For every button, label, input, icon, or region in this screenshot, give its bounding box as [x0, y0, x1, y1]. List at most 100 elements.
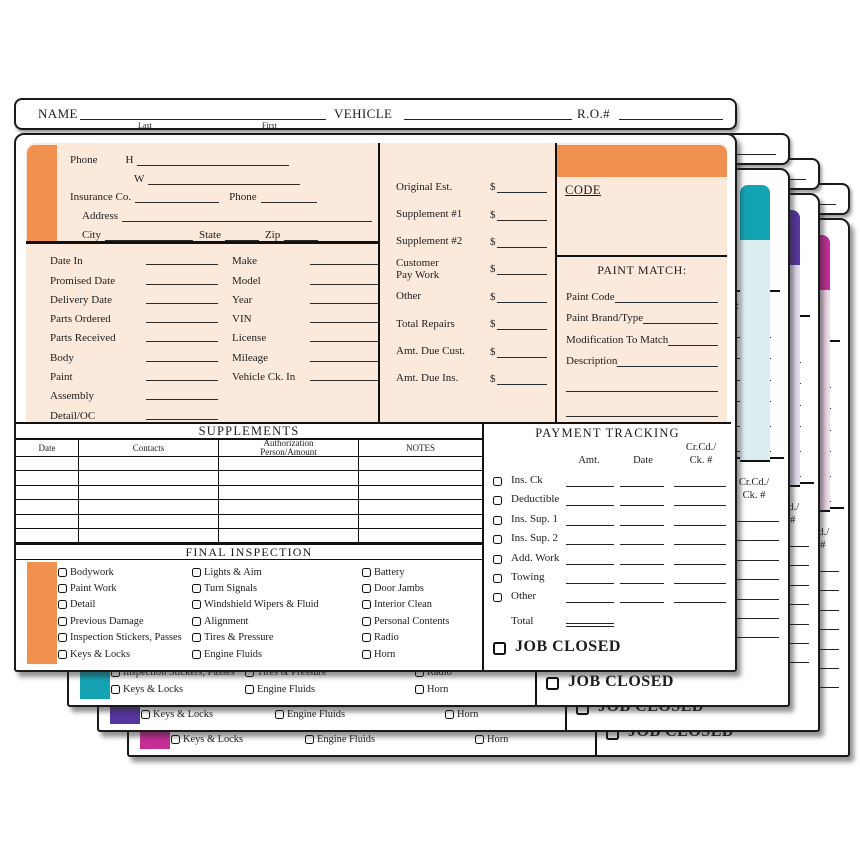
payment-tracking-section: PAYMENT TRACKING Cr.Cd./ Amt. Date Ck. #…: [482, 422, 731, 670]
checkbox: [493, 515, 502, 525]
supplements-cell: [359, 486, 482, 501]
inspection-item: Keys & Locks: [58, 646, 182, 662]
dollar-sign: $: [490, 208, 496, 221]
inspection-item-label: Radio: [374, 632, 399, 644]
check-number-line: [727, 521, 779, 522]
check-number-line: [674, 582, 726, 584]
name-label: NAME: [38, 106, 78, 121]
write-line: [496, 180, 547, 194]
header-line: Date: [38, 442, 56, 453]
estimates-section: Original Est.$Supplement #1$Supplement #…: [378, 143, 555, 422]
supplements-cell: [16, 485, 79, 501]
inspection-item-label: Engine Fluids: [287, 708, 346, 720]
write-line: [146, 349, 218, 362]
payment-row: Add. Work: [484, 551, 731, 570]
dollar-sign: $: [490, 235, 496, 248]
field-label-line: Supplement #1: [396, 208, 463, 221]
field-label: Supplement #2: [396, 235, 490, 247]
crcd-header-line2: Ck. #: [742, 490, 766, 501]
payment-item-label: Other: [511, 590, 537, 603]
inspection-item-label: Inspection Stickers, Passes: [123, 667, 235, 679]
field-label: Model: [232, 274, 261, 287]
field-label: Make: [232, 255, 258, 268]
phone-row: Phone H: [70, 147, 372, 166]
inspection-item-label: Engine Fluids: [257, 683, 316, 695]
amount-field: $: [490, 290, 547, 303]
home-label: H: [125, 153, 134, 166]
checkbox: [493, 593, 502, 603]
check-number-line: [674, 486, 726, 487]
check-number-line: [727, 579, 779, 581]
total-label: Total: [511, 615, 534, 627]
amount-line: [566, 486, 614, 487]
date-line: [620, 486, 664, 487]
edge-stripe-tint: [740, 240, 770, 462]
checkbox: [58, 584, 67, 594]
code-title: CODE: [565, 183, 602, 197]
supplements-cell: [16, 528, 79, 544]
paint-match-fields: Paint Code Paint Brand/Type Modification T…: [566, 281, 718, 417]
dollar-sign: $: [490, 290, 496, 303]
payment-rows: Ins. Ck Deductible Ins. Sup. 1 Ins. Sup. 2 A…: [484, 473, 731, 609]
work-phone-line: [148, 172, 301, 185]
payment-row: Ins. Sup. 2: [484, 531, 731, 550]
estimate-field: Total Repairs $: [380, 310, 555, 337]
city-line: [104, 228, 193, 241]
checkbox: [362, 633, 371, 643]
schedule-field: Assembly: [50, 383, 218, 402]
check-number-line: [727, 617, 779, 619]
supplements-cell: [359, 471, 482, 486]
inspection-item-label: Keys & Locks: [183, 733, 244, 745]
date-line: [620, 505, 664, 507]
write-line: [496, 372, 547, 385]
supplements-cell: [359, 515, 482, 529]
inspection-item: Horn: [362, 646, 449, 662]
inspection-item-label: Alignment: [204, 615, 249, 627]
supplements-cell: [16, 471, 79, 486]
inspection-item-label: Engine Fluids: [204, 648, 263, 660]
supplements-cell: [219, 471, 359, 486]
work-label: W: [134, 172, 145, 185]
field-label: Modification To Match: [566, 333, 669, 346]
write-line: [310, 310, 382, 324]
inspection-item: Detail: [58, 597, 182, 613]
header-line: Person/Amount: [260, 447, 317, 457]
header-line: Contacts: [132, 442, 165, 453]
supplements-cell: [79, 471, 219, 486]
field-label: Mileage: [232, 351, 269, 364]
write-line: [617, 354, 718, 367]
supplements-cell: [359, 457, 482, 472]
write-line: [496, 345, 547, 358]
job-closed-row: JOB CLOSED: [537, 673, 757, 697]
checkbox: [58, 649, 67, 659]
zip-line: [284, 228, 319, 241]
inspection-item: Tires & Pressure: [192, 630, 319, 646]
inspection-item: Engine Fluids: [305, 731, 432, 747]
payment-row: Ins. Sup. 1: [484, 512, 731, 531]
customer-rows: Phone H W Insurance Co. Phone: [70, 147, 372, 241]
form-body: Phone H W Insurance Co. Phone: [14, 133, 737, 672]
dollar-sign: $: [490, 318, 496, 331]
paint-match-section: PAINT MATCH: Paint Code Paint Brand/Type M…: [557, 255, 727, 422]
inspection-item-label: Engine Fluids: [317, 733, 376, 745]
field-label: Paint Code: [566, 290, 615, 303]
field-label: Vehicle Ck. In: [232, 371, 296, 384]
amount-field: $: [490, 317, 547, 331]
inspection-item: Bodywork: [58, 564, 182, 580]
supplements-cell: [359, 529, 482, 544]
check-number-line: [674, 544, 726, 546]
checkbox: [493, 573, 502, 583]
write-line: [310, 329, 382, 343]
supplements-cell: [219, 500, 359, 515]
inspection-item-label: Tires & Pressure: [204, 632, 274, 644]
supplements-cell: [219, 485, 359, 501]
ro-line: [619, 104, 723, 120]
schedule-vehicle-section: Date In Promised Date Delivery Date Parts O…: [26, 244, 382, 422]
amount-field: $: [490, 372, 547, 385]
supplements-title: SUPPLEMENTS: [16, 424, 482, 440]
supplements-col-header: Date: [16, 440, 79, 457]
schedule-field: Detail/OC: [50, 402, 218, 422]
check-number-line: [727, 559, 779, 561]
